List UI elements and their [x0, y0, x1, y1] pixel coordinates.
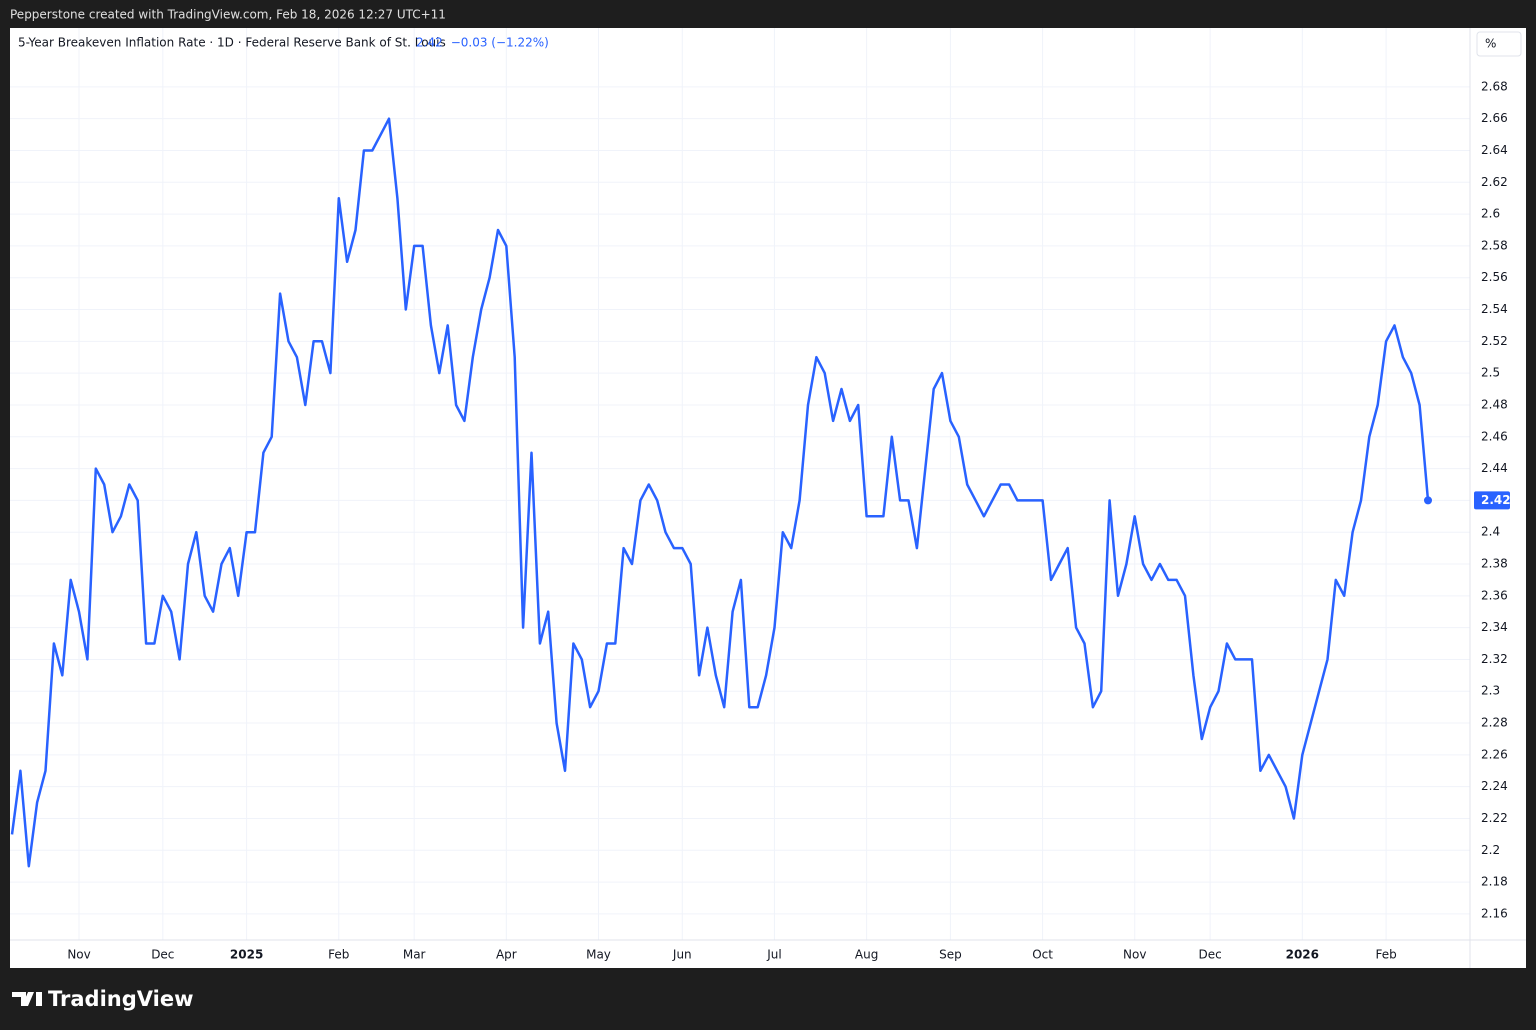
- x-tick-label: Jul: [766, 948, 781, 962]
- y-tick-label: 2.3: [1481, 684, 1500, 698]
- x-tick-label: Dec: [1199, 948, 1222, 962]
- y-tick-label: 2.58: [1481, 238, 1508, 252]
- y-tick-label: 2.26: [1481, 747, 1508, 761]
- x-tick-label: Sep: [939, 948, 962, 962]
- x-tick-label: 2026: [1286, 948, 1319, 962]
- y-tick-label: 2.24: [1481, 779, 1508, 793]
- chart-area: [10, 28, 1526, 968]
- y-tick-label: 2.62: [1481, 175, 1508, 189]
- unit-label: %: [1485, 37, 1496, 51]
- x-tick-label: Nov: [67, 948, 90, 962]
- x-tick-label: Feb: [1375, 948, 1396, 962]
- x-tick-label: Mar: [403, 948, 426, 962]
- logo: TradingView: [12, 987, 193, 1011]
- plot: [10, 117, 1432, 868]
- unit-button[interactable]: [1476, 31, 1522, 57]
- y-tick-label: 2.36: [1481, 588, 1508, 602]
- y-tick-label: 2.28: [1481, 716, 1508, 730]
- y-tick-label: 2.56: [1481, 270, 1508, 284]
- logo-text: TradingView: [48, 987, 193, 1011]
- price-tag-label: 2.42: [1481, 493, 1511, 507]
- y-tick-label: 2.38: [1481, 557, 1508, 571]
- logo-mark: [12, 992, 42, 1006]
- y-tick-label: 2.16: [1481, 906, 1508, 920]
- y-tick-label: 2.48: [1481, 397, 1508, 411]
- x-tick-label: 2025: [230, 948, 263, 962]
- header-text: Pepperstone created with TradingView.com…: [10, 8, 446, 22]
- legend-change: −0.03 (−1.22%): [451, 36, 549, 50]
- y-tick-label: 2.5: [1481, 366, 1500, 380]
- x-tick-label: Nov: [1123, 948, 1146, 962]
- x-tick-label: Jun: [672, 948, 692, 962]
- y-tick-label: 2.22: [1481, 811, 1508, 825]
- x-tick-label: May: [586, 948, 611, 962]
- y-tick-label: 2.66: [1481, 111, 1508, 125]
- x-tick-label: Feb: [328, 948, 349, 962]
- y-tick-label: 2.52: [1481, 334, 1508, 348]
- legend-value: 2.42: [416, 36, 443, 50]
- x-tick-label: Dec: [151, 948, 174, 962]
- series-line: [10, 117, 1430, 868]
- grid: [10, 28, 1470, 940]
- x-tick-label: Apr: [496, 948, 517, 962]
- x-tick-label: Aug: [855, 948, 878, 962]
- y-tick-label: 2.46: [1481, 429, 1508, 443]
- y-tick-label: 2.54: [1481, 302, 1508, 316]
- y-tick-label: 2.44: [1481, 461, 1508, 475]
- y-tick-label: 2.4: [1481, 525, 1500, 539]
- price-tag: [1474, 491, 1510, 510]
- y-tick-label: 2.6: [1481, 207, 1500, 221]
- y-tick-label: 2.68: [1481, 79, 1508, 93]
- y-tick-label: 2.2: [1481, 843, 1500, 857]
- y-tick-label: 2.32: [1481, 652, 1508, 666]
- y-tick-label: 2.34: [1481, 620, 1508, 634]
- y-tick-label: 2.18: [1481, 875, 1508, 889]
- y-tick-label: 2.64: [1481, 143, 1508, 157]
- legend-title: 5-Year Breakeven Inflation Rate · 1D · F…: [18, 36, 446, 50]
- last-point: [1424, 496, 1432, 505]
- x-tick-label: Oct: [1032, 948, 1053, 962]
